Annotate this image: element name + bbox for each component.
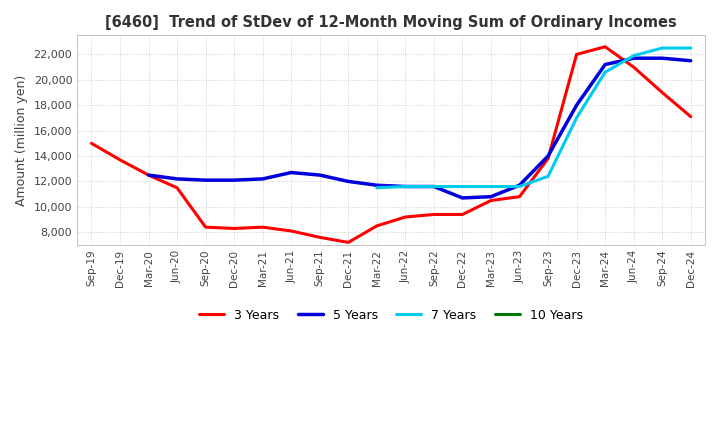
5 Years — [629, 55, 638, 61]
5 Years — [487, 194, 495, 199]
3 Years — [87, 141, 96, 146]
3 Years — [258, 224, 267, 230]
7 Years — [629, 53, 638, 59]
3 Years — [487, 198, 495, 203]
5 Years — [572, 103, 581, 108]
5 Years — [516, 183, 524, 188]
7 Years — [516, 184, 524, 189]
7 Years — [430, 184, 438, 189]
3 Years — [202, 224, 210, 230]
5 Years — [458, 195, 467, 201]
3 Years — [572, 52, 581, 57]
5 Years — [258, 176, 267, 182]
3 Years — [686, 114, 695, 119]
3 Years — [344, 240, 353, 245]
Title: [6460]  Trend of StDev of 12-Month Moving Sum of Ordinary Incomes: [6460] Trend of StDev of 12-Month Moving… — [105, 15, 677, 30]
3 Years — [287, 228, 295, 234]
3 Years — [144, 172, 153, 178]
5 Years — [344, 179, 353, 184]
Line: 7 Years: 7 Years — [377, 48, 690, 188]
3 Years — [658, 90, 667, 95]
5 Years — [173, 176, 181, 182]
7 Years — [600, 70, 609, 75]
3 Years — [116, 157, 125, 162]
7 Years — [686, 45, 695, 51]
5 Years — [430, 184, 438, 189]
7 Years — [572, 115, 581, 121]
3 Years — [544, 156, 552, 161]
3 Years — [315, 235, 324, 240]
7 Years — [458, 184, 467, 189]
7 Years — [544, 174, 552, 179]
Y-axis label: Amount (million yen): Amount (million yen) — [15, 74, 28, 206]
5 Years — [600, 62, 609, 67]
5 Years — [202, 177, 210, 183]
5 Years — [686, 58, 695, 63]
3 Years — [516, 194, 524, 199]
5 Years — [144, 172, 153, 178]
5 Years — [401, 184, 410, 189]
3 Years — [600, 44, 609, 49]
3 Years — [629, 64, 638, 70]
7 Years — [658, 45, 667, 51]
3 Years — [230, 226, 238, 231]
5 Years — [372, 183, 381, 188]
5 Years — [230, 177, 238, 183]
3 Years — [401, 214, 410, 220]
Line: 5 Years: 5 Years — [148, 58, 690, 198]
7 Years — [487, 184, 495, 189]
3 Years — [372, 223, 381, 228]
5 Years — [315, 172, 324, 178]
3 Years — [458, 212, 467, 217]
5 Years — [658, 55, 667, 61]
5 Years — [544, 154, 552, 159]
3 Years — [173, 185, 181, 191]
Legend: 3 Years, 5 Years, 7 Years, 10 Years: 3 Years, 5 Years, 7 Years, 10 Years — [194, 304, 588, 327]
5 Years — [287, 170, 295, 175]
7 Years — [401, 184, 410, 189]
7 Years — [372, 185, 381, 191]
Line: 3 Years: 3 Years — [91, 47, 690, 242]
3 Years — [430, 212, 438, 217]
